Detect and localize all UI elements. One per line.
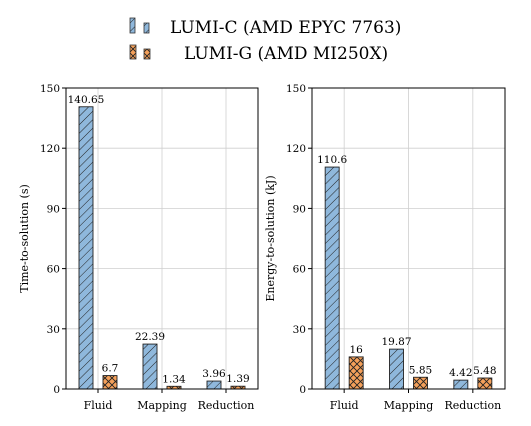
bar-gpu-mapping	[413, 376, 428, 390]
y-tick-label: 120	[40, 143, 60, 155]
legend-swatch-cpu-b	[143, 22, 150, 34]
data-label-cpu-fluid: 140.65	[68, 94, 105, 106]
x-tick-label-mapping: Mapping	[384, 399, 434, 412]
legend-item-cpu: LUMI-C (AMD EPYC 7763)	[129, 17, 401, 38]
x-tick-label-mapping: Mapping	[137, 399, 187, 412]
data-label-gpu-fluid: 6.7	[102, 363, 119, 375]
y-tick-label: 60	[47, 264, 60, 276]
data-label-gpu-mapping: 5.85	[409, 364, 432, 376]
legend-label-gpu: LUMI-G (AMD MI250X)	[184, 44, 388, 64]
data-label-gpu-mapping: 1.34	[162, 373, 186, 385]
bar-cpu-reduction	[453, 379, 469, 390]
bar-cpu-mapping	[142, 343, 158, 390]
x-tick-label-reduction: Reduction	[198, 399, 255, 412]
y-tick-label: 120	[286, 143, 306, 155]
y-tick-label: 30	[293, 324, 306, 336]
data-label-cpu-reduction: 4.42	[449, 367, 472, 379]
x-tick-label-fluid: Fluid	[330, 399, 359, 412]
y-tick-label: 90	[47, 203, 60, 215]
data-label-gpu-reduction: 1.39	[226, 373, 249, 385]
chart-energy-to-solution: 110.6 19.87 4.42 16 5.85 5.48 0 30 60 90 120 150 Flu…	[264, 83, 506, 412]
y-axis-label: Energy-to-solution (kJ)	[264, 175, 277, 301]
bar-gpu-fluid	[102, 375, 118, 390]
y-tick-label: 0	[53, 384, 60, 396]
y-axis-label: Time-to-solution (s)	[18, 184, 31, 293]
bar-gpu-fluid	[348, 356, 364, 390]
y-tick-label: 150	[40, 83, 60, 95]
bar-cpu-fluid	[78, 106, 94, 390]
bar-gpu-reduction	[477, 377, 493, 390]
chart-time-to-solution: 140.65 22.39 3.96 6.7 1.34 1.39 0 30 60 90 120 150 F…	[18, 83, 259, 412]
y-tick-label: 30	[47, 324, 60, 336]
y-tick-label: 0	[299, 384, 306, 396]
legend: LUMI-C (AMD EPYC 7763) LUMI-G (AMD MI250…	[129, 17, 401, 64]
legend-swatch-gpu-a	[129, 44, 137, 60]
legend-item-gpu: LUMI-G (AMD MI250X)	[129, 44, 388, 64]
legend-label-cpu: LUMI-C (AMD EPYC 7763)	[170, 18, 401, 38]
data-label-gpu-reduction: 5.48	[473, 365, 496, 377]
x-tick-label-fluid: Fluid	[84, 399, 113, 412]
y-tick-label: 150	[286, 83, 306, 95]
data-label-cpu-mapping: 22.39	[135, 331, 165, 343]
data-label-cpu-mapping: 19.87	[381, 336, 411, 348]
y-tick-label: 60	[293, 264, 306, 276]
legend-swatch-cpu-a	[129, 17, 136, 34]
y-tick-label: 90	[293, 203, 306, 215]
legend-swatch-gpu-b	[143, 48, 151, 60]
data-label-gpu-fluid: 16	[349, 344, 363, 356]
bar-cpu-reduction	[206, 380, 222, 390]
data-label-cpu-fluid: 110.6	[317, 154, 347, 166]
data-label-cpu-reduction: 3.96	[202, 368, 226, 380]
bar-cpu-fluid	[324, 166, 340, 390]
bar-cpu-mapping	[389, 348, 404, 390]
x-tick-label-reduction: Reduction	[444, 399, 501, 412]
